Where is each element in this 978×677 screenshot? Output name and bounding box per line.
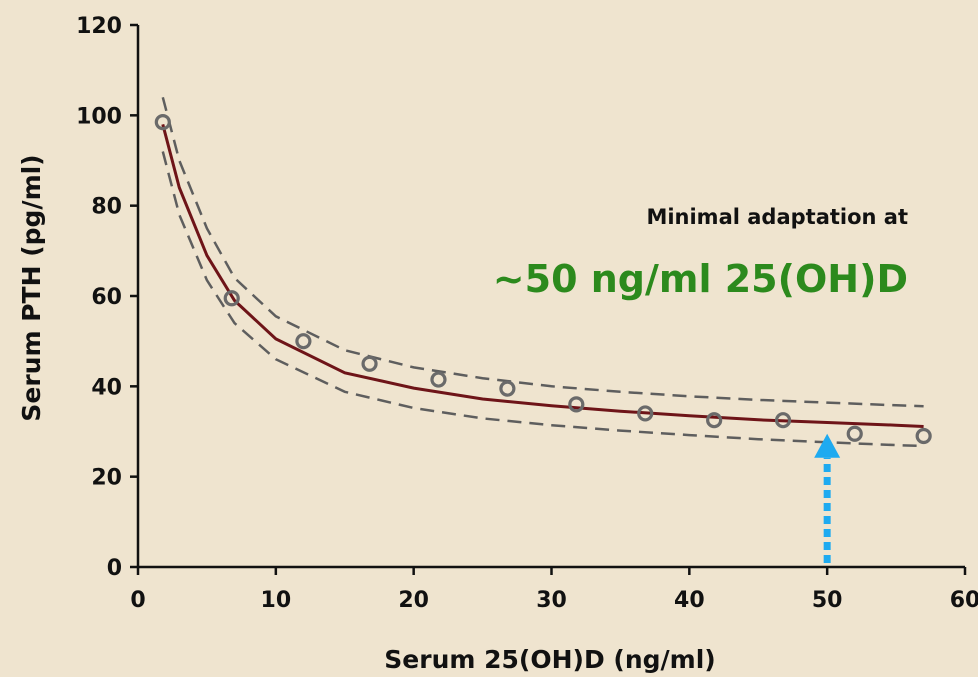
- data-point: [706, 412, 723, 429]
- x-tick-label: 0: [130, 588, 145, 613]
- annotation-50-ng-ml: ~50 ng/ml 25(OH)D: [493, 257, 908, 301]
- x-tick-label: 30: [536, 588, 567, 613]
- y-tick-label: 80: [91, 195, 122, 220]
- data-point: [154, 114, 171, 131]
- ci-lower-line: [161, 151, 924, 448]
- series-layer: [154, 96, 932, 448]
- x-tick-label: 60: [950, 588, 978, 613]
- data-point: [915, 427, 932, 445]
- data-point: [499, 380, 516, 397]
- y-axis-title: Serum PTH (pg/ml): [17, 154, 46, 421]
- y-tick-label: 20: [91, 466, 122, 491]
- annotation-minimal-adaptation: Minimal adaptation at: [646, 205, 908, 229]
- x-tick-label: 20: [398, 588, 429, 613]
- x-axis-title: Serum 25(OH)D (ng/ml): [384, 645, 715, 674]
- axes: 0 10 20 30 40 50 60 0 20 40 60 80 100 120: [76, 14, 978, 613]
- data-point: [846, 425, 863, 442]
- data-point: [568, 396, 585, 413]
- arrow-layer: [814, 433, 841, 563]
- arrow-head: [814, 433, 841, 458]
- y-tick-label: 0: [107, 556, 122, 581]
- y-tick-label: 120: [76, 14, 122, 39]
- data-point: [430, 371, 447, 388]
- data-point: [361, 355, 378, 372]
- y-tick-label: 40: [91, 375, 122, 400]
- data-point: [637, 405, 654, 422]
- y-tick-label: 60: [91, 285, 122, 310]
- ci-upper-line: [161, 96, 924, 408]
- fit-curve: [161, 124, 924, 428]
- data-point: [774, 412, 792, 429]
- x-tick-label: 40: [674, 588, 705, 613]
- y-tick-label: 100: [76, 104, 122, 129]
- x-tick-label: 50: [812, 588, 843, 613]
- x-tick-label: 10: [261, 588, 292, 613]
- data-point: [223, 290, 240, 307]
- data-point: [295, 333, 312, 350]
